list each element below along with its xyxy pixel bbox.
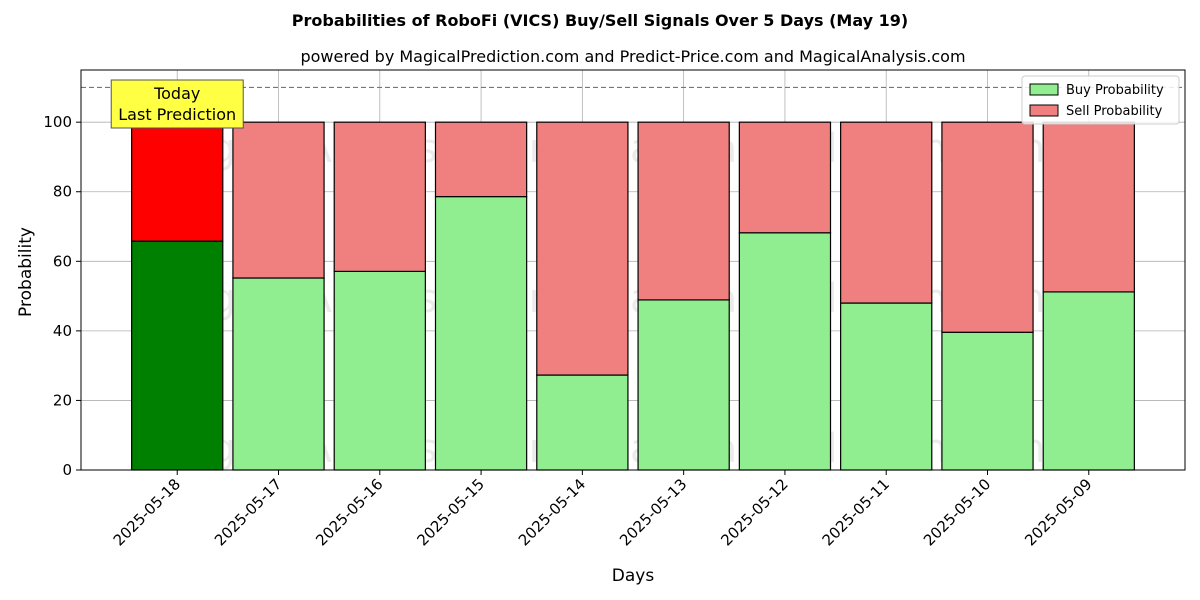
y-tick-label: 100: [43, 113, 72, 131]
y-tick-label: 40: [53, 322, 72, 340]
buy-bar: [232, 277, 325, 471]
buy-bar: [131, 240, 224, 471]
buy-bar: [941, 331, 1034, 471]
legend: Buy Probability Sell Probability: [1021, 75, 1180, 125]
legend-swatch: [1029, 104, 1059, 117]
sell-bar: [232, 121, 325, 279]
x-tick-label: 2025-05-09: [1021, 475, 1095, 549]
legend-label: Buy Probability: [1066, 83, 1164, 98]
plot-frame: [80, 69, 1186, 471]
buy-bar: [1042, 291, 1135, 471]
x-tick-label: 2025-05-10: [920, 475, 994, 549]
annotation-box: [110, 79, 244, 129]
y-tick-label: 80: [53, 183, 72, 201]
sell-bar: [536, 121, 629, 376]
sell-bar: [1042, 121, 1135, 293]
x-tick-label: 2025-05-18: [110, 475, 184, 549]
legend-label: Sell Probability: [1066, 104, 1163, 119]
y-tick-label: 20: [53, 391, 72, 409]
annotation-line: Today: [153, 84, 200, 103]
buy-bar: [637, 299, 730, 471]
sell-bar: [131, 121, 224, 242]
x-tick-label: 2025-05-12: [717, 475, 791, 549]
x-tick-label: 2025-05-16: [312, 475, 386, 549]
buy-bar: [333, 270, 426, 471]
x-tick-label: 2025-05-17: [211, 475, 285, 549]
x-tick-label: 2025-05-15: [414, 475, 488, 549]
annotation-line: Last Prediction: [118, 105, 236, 124]
x-tick-label: 2025-05-11: [819, 475, 893, 549]
x-axis-label: Days: [612, 566, 655, 586]
buy-bar: [738, 232, 832, 471]
y-tick-label: 60: [53, 252, 72, 270]
y-tick-label: 0: [62, 461, 72, 479]
x-tick-label: 2025-05-13: [616, 475, 690, 549]
sell-bar: [738, 121, 832, 234]
x-tick-label: 2025-05-14: [515, 475, 589, 549]
buy-bar: [434, 196, 528, 471]
sell-bar: [840, 121, 933, 304]
sell-bar: [333, 121, 426, 272]
chart-subtitle: powered by MagicalPrediction.com and Pre…: [300, 47, 965, 66]
sell-bar: [941, 121, 1034, 333]
bars: [131, 121, 1135, 471]
sell-bar: [637, 121, 730, 301]
y-axis-label: Probability: [16, 227, 36, 317]
legend-swatch: [1029, 83, 1059, 96]
sell-bar: [434, 121, 528, 198]
chart-title: Probabilities of RoboFi (VICS) Buy/Sell …: [292, 11, 908, 30]
legend-box: [1021, 75, 1180, 125]
buy-bar: [840, 302, 933, 471]
buy-bar: [536, 374, 629, 471]
annotation-group: Today Last Prediction: [110, 79, 244, 129]
